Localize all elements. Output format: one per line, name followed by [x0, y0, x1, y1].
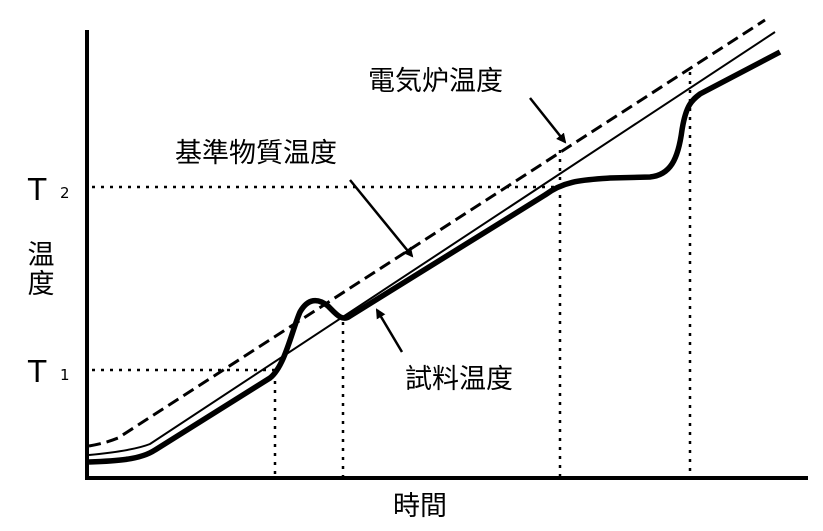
sample-curve	[88, 49, 782, 465]
arrow	[349, 179, 414, 258]
y-axis-label: 温度	[23, 240, 55, 298]
marker-symbol: T	[27, 355, 47, 390]
arrow	[529, 97, 567, 144]
guide-lines	[92, 72, 692, 476]
reference-curve	[88, 31, 776, 456]
furnace-curve	[88, 18, 766, 448]
sample-label: 試料温度	[405, 364, 513, 395]
x-axis-label: 時間	[393, 491, 447, 522]
marker-symbol: T	[27, 173, 47, 208]
arrow	[375, 308, 404, 353]
reference-label: 基準物質温度	[175, 138, 337, 169]
marker-subscript: 1	[60, 366, 70, 384]
furnace-label: 電気炉温度	[368, 66, 503, 97]
marker-subscript: 2	[60, 184, 70, 202]
